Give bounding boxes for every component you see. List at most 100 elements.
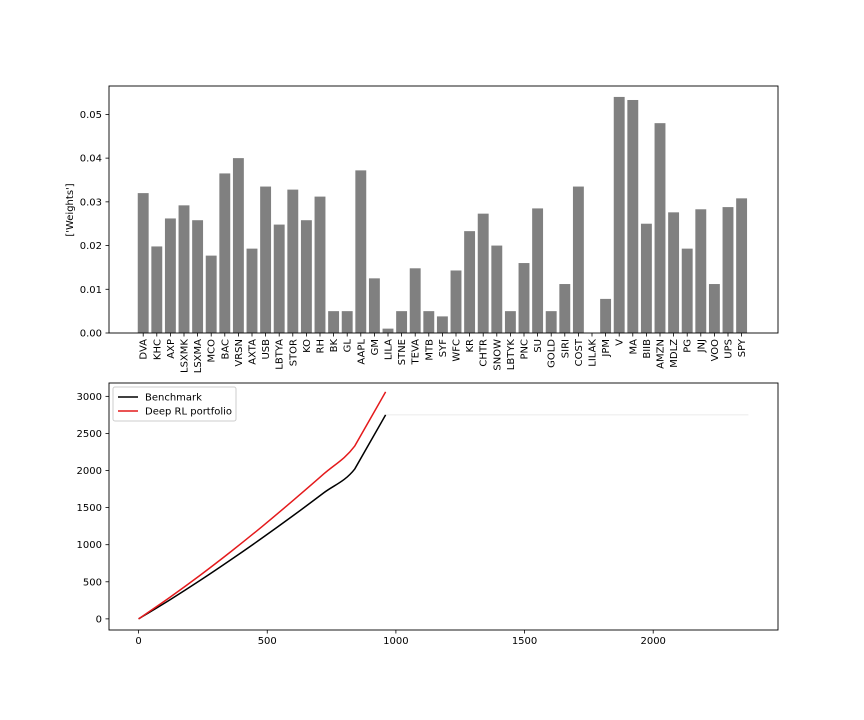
bar-ko	[300, 220, 312, 333]
bar-x-tick-label-lila: LILA	[384, 339, 395, 360]
bar-usb	[260, 186, 272, 333]
line-plot-frame	[108, 382, 779, 631]
bar-pg	[681, 248, 693, 333]
bar-gold	[545, 311, 557, 333]
legend-box	[112, 386, 237, 422]
bar-lsxma	[192, 220, 204, 333]
line-y-tick-label: 0	[96, 614, 102, 625]
portfolio-line-chart: 0 500 1000 1500 2000 2500 3000 0 500 1000 1500 200…	[77, 382, 779, 647]
line-x-tick-label: 2000	[640, 636, 665, 647]
bar-x-tick-label-gl: GL	[343, 339, 354, 353]
bar-y-tick-label: 0.03	[80, 197, 102, 208]
bar-mtb	[423, 311, 435, 333]
bar-cost	[572, 186, 584, 333]
line-y-tick-label: 500	[83, 577, 102, 588]
bar-lbtya	[273, 224, 285, 333]
bar-x-tick-label-khc: KHC	[152, 339, 163, 360]
bar-x-tick-label-bac: BAC	[220, 339, 231, 360]
bar-x-tick-label-gold: GOLD	[547, 339, 558, 368]
bar-vrsn	[232, 158, 244, 333]
bar-x-tick-label-ups: UPS	[724, 339, 735, 359]
bar-mdlz	[668, 212, 680, 333]
bar-bac	[219, 173, 231, 333]
bar-rh	[314, 196, 326, 333]
bar-siri	[559, 284, 571, 333]
legend-label-benchmark: Benchmark	[145, 393, 202, 404]
line-y-axis-ticks: 0 500 1000 1500 2000 2500 3000	[77, 392, 109, 625]
bar-x-tick-label-chtr: CHTR	[479, 339, 490, 367]
bar-x-tick-label-syf: SYF	[438, 339, 449, 357]
bar-x-tick-label-stne: STNE	[397, 339, 408, 365]
bar-x-tick-label-mdlz: MDLZ	[669, 339, 680, 368]
bar-x-tick-label-pg: PG	[683, 339, 694, 353]
bar-x-tick-label-lsxma: LSXMA	[193, 339, 204, 373]
bar-lsxmk	[178, 205, 190, 333]
bar-khc	[151, 246, 163, 333]
bar-chtr	[477, 213, 489, 333]
bar-x-tick-label-jpm: JPM	[601, 339, 612, 358]
bar-x-tick-label-lilak: LILAK	[588, 339, 599, 367]
bar-snow	[491, 245, 503, 333]
bar-mco	[205, 255, 217, 333]
bar-y-axis-label: ['Weights']	[65, 183, 76, 236]
bar-x-tick-label-amzn: AMZN	[656, 339, 667, 369]
bar-x-tick-label-usb: USB	[261, 339, 272, 360]
line-x-axis-ticks: 0 500 1000 1500 2000	[135, 630, 666, 647]
line-x-tick-label: 1500	[512, 636, 537, 647]
bar-voo	[708, 284, 720, 333]
bar-y-axis-ticks: 0.00 0.01 0.02 0.03 0.04 0.05	[80, 110, 109, 340]
bar-amzn	[654, 123, 666, 333]
bar-x-tick-label-teva: TEVA	[411, 339, 422, 366]
bar-x-tick-label-lsxmk: LSXMK	[180, 339, 191, 373]
bar-x-tick-label-spy: SPY	[737, 338, 748, 357]
bar-x-tick-label-snow: SNOW	[492, 339, 503, 371]
bar-ma	[627, 99, 639, 334]
bar-x-tick-label-mtb: MTB	[424, 339, 435, 361]
bar-x-tick-label-cost: COST	[574, 338, 585, 366]
bar-x-tick-label-lbtya: LBTYA	[275, 339, 286, 370]
bar-x-tick-label-voo: VOO	[710, 339, 721, 362]
bar-x-axis-ticks: DVA KHC AXP LSXMK LSXMA MCO BAC VRSN AXTA USB LBTY…	[139, 333, 748, 373]
bar-x-tick-label-dva: DVA	[139, 339, 150, 360]
bar-gl	[341, 311, 353, 333]
bar-x-tick-label-pnc: PNC	[520, 339, 531, 360]
bar-x-tick-label-biib: BIIB	[642, 339, 653, 359]
line-series	[138, 391, 749, 620]
bar-x-tick-label-gm: GM	[370, 339, 381, 355]
bar-teva	[409, 268, 421, 333]
legend: Benchmark Deep RL portfolio	[112, 386, 237, 422]
bar-y-tick-label: 0.01	[80, 285, 102, 296]
weights-bar-chart: 0.000.010.020.030.040.05 DVA KHC AXP LSXMK L…	[65, 85, 779, 373]
bar-y-tick-label: 0.02	[80, 241, 102, 252]
bar-y-tick-label: 0.04	[80, 154, 102, 165]
legend-label-deep-rl: Deep RL portfolio	[145, 407, 232, 418]
line-x-tick-label: 0	[135, 636, 141, 647]
bar-plot-frame	[108, 85, 779, 334]
bar-pnc	[518, 263, 530, 333]
bar-kr	[464, 231, 476, 333]
bar-x-tick-label-rh: RH	[316, 339, 327, 353]
bar-series	[137, 96, 748, 334]
bar-lbtyk	[504, 311, 516, 333]
bar-y-tick-label: 0.05	[80, 110, 102, 121]
bar-x-tick-label-v: V	[615, 339, 626, 346]
bar-gm	[368, 278, 380, 333]
bar-su	[532, 208, 544, 333]
bar-x-tick-label-jnj: JNJ	[696, 339, 707, 353]
line-y-tick-label: 3000	[77, 392, 102, 403]
bar-x-tick-label-ko: KO	[302, 339, 313, 353]
bar-x-tick-label-axta: AXTA	[248, 339, 259, 365]
bar-wfc	[450, 270, 462, 333]
line-y-tick-label: 1500	[77, 503, 102, 514]
bar-jpm	[600, 298, 612, 333]
bar-x-tick-label-kr: KR	[465, 339, 476, 353]
series-line-benchmark	[138, 414, 387, 620]
bar-x-tick-label-stor: STOR	[288, 339, 299, 366]
bar-x-tick-label-aapl: AAPL	[356, 339, 367, 365]
bar-bk	[328, 311, 340, 333]
bar-y-tick-label: 0.00	[80, 329, 102, 340]
line-x-tick-label: 500	[258, 636, 277, 647]
bar-x-tick-label-siri: SIRI	[560, 339, 571, 358]
